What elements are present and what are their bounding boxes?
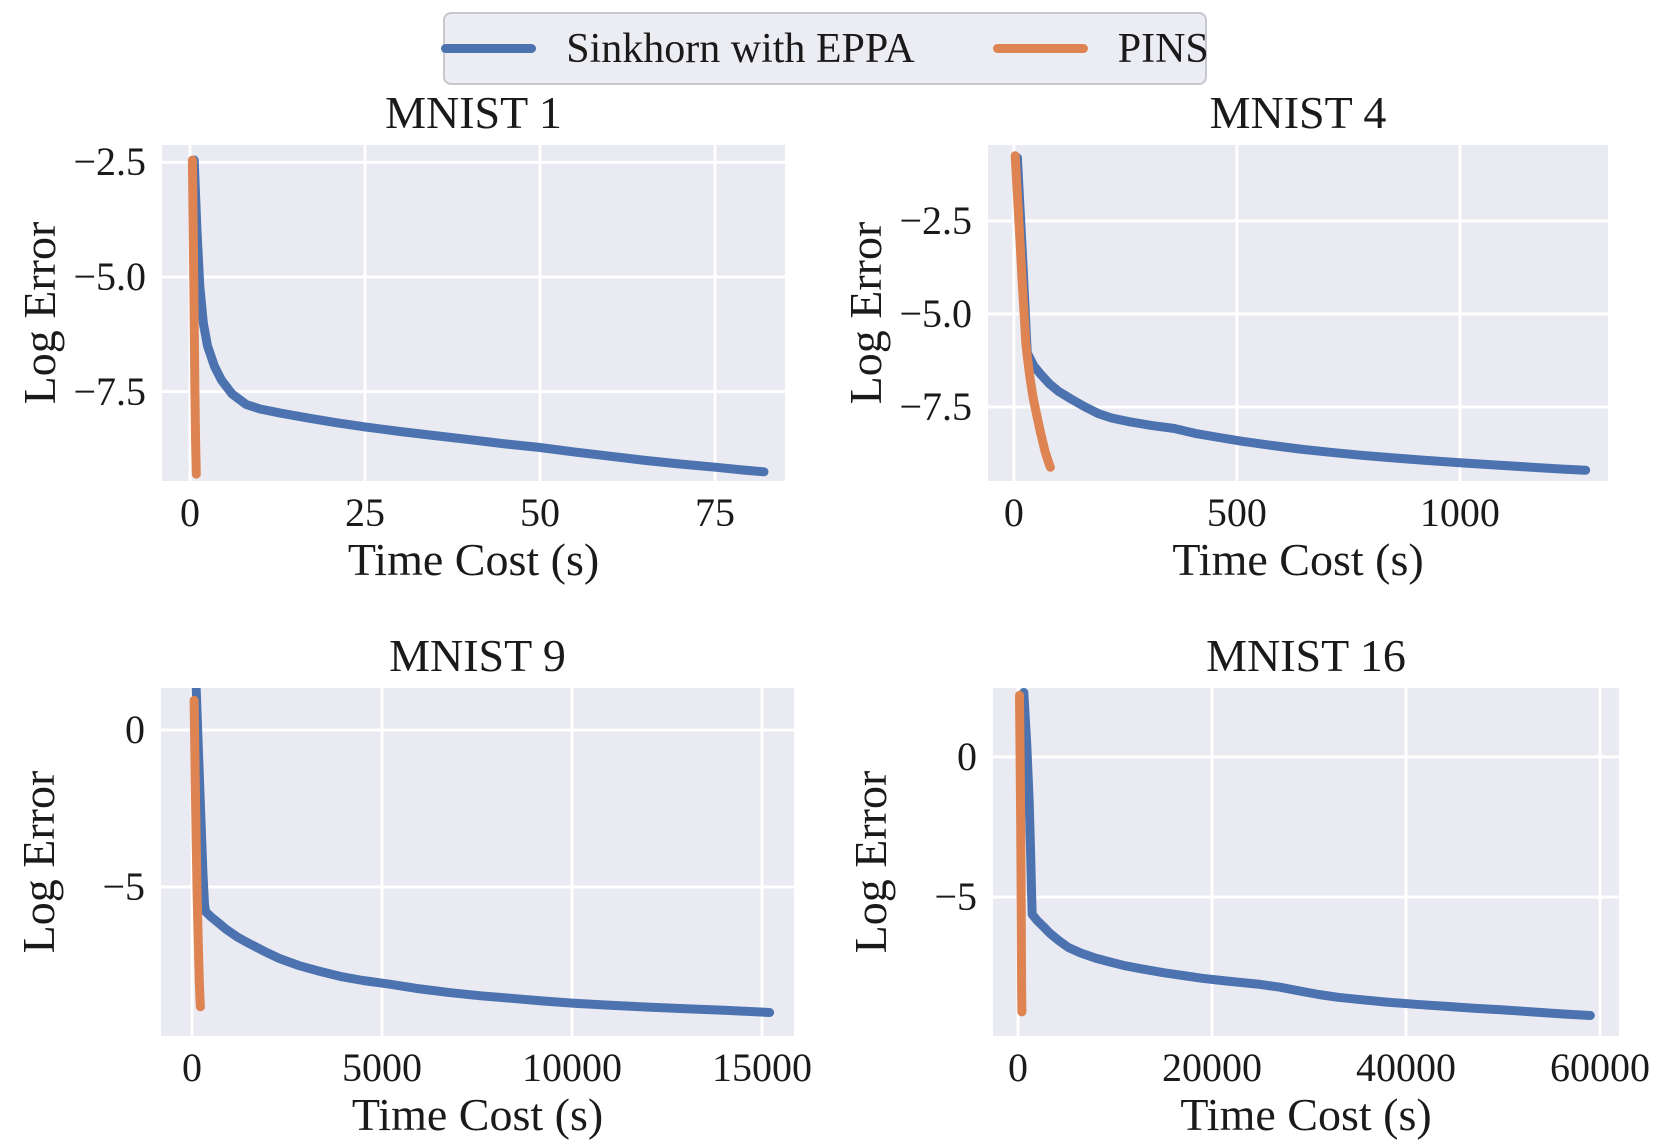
series-line-sinkhorn-with-eppa (189, 155, 769, 477)
x-tick-label: 20000 (1161, 1045, 1262, 1090)
legend-label-pins: PINS (1117, 25, 1209, 72)
x-tick-label: 5000 (342, 1045, 422, 1090)
y-tick-label: −5 (102, 863, 145, 909)
y-axis-label: Log Error (845, 770, 896, 954)
subplot-title: MNIST 1 (385, 87, 562, 138)
series-line-sinkhorn-with-eppa (191, 688, 775, 1017)
legend: Sinkhorn with EPPA PINS (441, 12, 1209, 85)
x-tick-label: 15000 (712, 1045, 812, 1090)
x-tick-label: 50 (520, 490, 560, 535)
legend-line-swatch-pins (992, 44, 1088, 53)
subplot-title: MNIST 16 (1206, 630, 1406, 681)
x-tick-label: 75 (695, 490, 735, 535)
x-tick-label: 10000 (522, 1045, 622, 1090)
x-tick-label: 60000 (1549, 1045, 1650, 1090)
legend-label-sinkhorn: Sinkhorn with EPPA (566, 25, 915, 72)
x-axis-label: Time Cost (s) (1180, 1089, 1432, 1140)
x-tick-label: 500 (1206, 490, 1267, 535)
x-tick-label: 0 (1003, 490, 1024, 535)
y-tick-label: −7.5 (73, 368, 146, 414)
subplot-title: MNIST 4 (1209, 87, 1387, 138)
plot-background (161, 688, 794, 1036)
y-tick-label: −5.0 (73, 254, 146, 300)
legend-entry-sinkhorn: Sinkhorn with EPPA (441, 28, 915, 70)
series-line-pins (1010, 151, 1055, 472)
plot-area (988, 145, 1608, 481)
y-axis-label: Log Error (13, 770, 64, 954)
plot-background (162, 145, 785, 481)
subplot-title: MNIST 9 (389, 630, 566, 681)
series-line-pins (1015, 690, 1027, 1017)
x-tick-label: 0 (1007, 1045, 1028, 1090)
y-tick-label: −2.5 (899, 197, 972, 243)
plot-area (993, 688, 1619, 1036)
x-axis-label: Time Cost (s) (1172, 534, 1424, 585)
plot-area (161, 688, 794, 1036)
x-axis-label: Time Cost (s) (351, 1089, 604, 1140)
series-line-pins (187, 155, 201, 479)
x-axis-label: Time Cost (s) (347, 534, 600, 585)
plot-area (162, 145, 785, 481)
legend-line-swatch-sinkhorn (441, 44, 537, 53)
x-tick-label: 0 (182, 1045, 202, 1090)
legend-entry-pins: PINS (992, 25, 1209, 72)
y-tick-label: 0 (125, 707, 145, 753)
series-line-sinkhorn-with-eppa (1019, 688, 1595, 1020)
x-tick-label: 25 (345, 490, 385, 535)
y-tick-label: −5 (934, 874, 977, 920)
y-tick-label: −2.5 (73, 139, 146, 185)
x-tick-label: 1000 (1419, 490, 1500, 535)
plot-background (993, 688, 1619, 1036)
y-tick-label: −7.5 (899, 383, 972, 429)
y-tick-label: 0 (957, 733, 977, 779)
y-tick-label: −5.0 (899, 290, 972, 336)
series-line-pins (189, 695, 205, 1012)
x-tick-label: 40000 (1355, 1045, 1456, 1090)
x-tick-label: 0 (180, 490, 200, 535)
